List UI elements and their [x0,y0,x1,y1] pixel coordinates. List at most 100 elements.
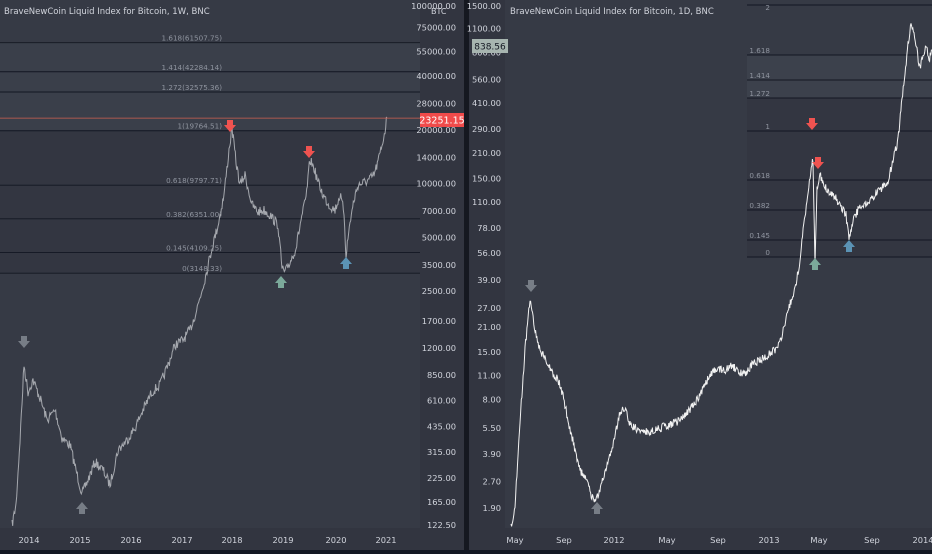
left-x-tick-label: 2020 [325,535,346,545]
right-chart-title: BraveNewCoin Liquid Index for Bitcoin, 1… [510,7,714,17]
right-y-tick-label: 21.00 [477,322,501,332]
left-y-tick-label: 850.00 [427,370,456,380]
left-x-tick-label: 2018 [221,535,242,545]
left-x-tick-label: 2015 [69,535,90,545]
right-fib-level-label: 1.272 [749,89,770,98]
left-y-tick-label: 610.00 [427,395,456,405]
left-fib-level-label: 0.145(4109.25) [166,244,222,253]
right-price-series [510,23,932,527]
right-y-tick-label: 410.00 [472,98,501,108]
left-x-tick-label: 2021 [375,535,396,545]
right-y-tick-label: 210.00 [472,148,501,158]
right-x-tick-label: May [810,535,827,545]
left-y-tick-label: 315.00 [427,447,456,457]
right-price-tag [472,39,508,53]
right-x-tick-label: 2013 [758,535,779,545]
right-y-tick-label: 8.00 [483,395,501,405]
right-y-tick-label: 560.00 [472,74,501,84]
arrow-down-icon [812,157,824,169]
left-currency-label: BTC [431,7,447,16]
left-y-ticks: 100000.00 75000.00 55000.00 40000.00 28000.0… [411,1,456,530]
right-fib-level-label: 2 [765,3,770,12]
left-y-tick-label: 75000.00 [416,22,456,32]
left-y-tick-label: 20000.00 [416,125,456,135]
right-fib-retracement[interactable]: 2 1.618 1.414 1.272 1 0.618 0.382 0.145 0 [747,3,932,258]
left-fib-level-label: 0(3148.33) [182,264,222,273]
right-fib-level-label: 0.145 [749,231,770,240]
left-y-tick-label: 5000.00 [422,232,456,242]
left-y-tick-label: 100000.00 [411,1,456,11]
arrow-up-icon [843,240,855,252]
left-fib-retracement[interactable]: 1.618(61507.75) 1.414(42284.14) 1.272(3257… [0,34,420,274]
right-y-tick-label: 290.00 [472,124,501,134]
left-x-tick-label: 2014 [18,535,39,545]
right-x-tick-label: 2012 [603,535,624,545]
right-y-tick-label: 11.00 [477,371,501,381]
left-y-tick-label: 14000.00 [416,152,456,162]
left-y-tick-label: 40000.00 [416,71,456,81]
left-fib-level-label: 0.618(9797.71) [166,176,222,185]
annotation-arrows [18,118,855,514]
left-y-tick-label: 10000.00 [416,179,456,189]
right-y-tick-label: 56.00 [477,248,501,258]
right-y-tick-label: 1.90 [483,503,501,513]
right-y-tick-label: 27.00 [477,303,501,313]
right-x-tick-label: May [506,535,523,545]
left-y-tick-label: 55000.00 [416,46,456,56]
right-fib-level-label: 0.382 [749,201,770,210]
right-y-tick-label: 15.00 [477,347,501,357]
right-y-tick-label: 3.90 [483,449,501,459]
arrow-down-icon [525,280,537,292]
right-y-tick-label: 1100.00 [467,23,501,33]
right-fib-band-lower [747,98,932,257]
left-x-tick-label: 2017 [171,535,192,545]
left-y-tick-label: 165.00 [427,497,456,507]
left-y-tick-label: 7000.00 [422,206,456,216]
left-x-tick-label: 2016 [120,535,141,545]
arrow-up-icon [591,502,603,514]
arrow-up-icon [275,276,287,288]
right-price-line [510,23,932,527]
right-x-ticks: May Sep 2012 May Sep 2013 May Sep 2014 [506,535,932,545]
left-fib-level-label: 1(19764.51) [178,122,223,131]
left-time-axis[interactable] [0,528,465,550]
left-y-tick-label: 3500.00 [422,260,456,270]
left-price-axis[interactable] [420,0,465,528]
right-x-tick-label: Sep [710,535,726,545]
right-y-tick-label: 5.50 [483,423,501,433]
arrow-up-icon [340,257,352,269]
left-price-tag [420,113,464,127]
right-y-tick-label: 150.00 [472,174,501,184]
arrow-down-icon [806,118,818,130]
right-x-tick-label: Sep [556,535,572,545]
right-fib-level-label: 1.618 [749,46,770,55]
left-y-tick-label: 122.50 [427,520,456,530]
left-y-tick-label: 1200.00 [422,343,456,353]
left-fib-level-label: 0.382(6351.00) [166,210,222,219]
arrow-down-icon [224,120,236,132]
left-x-ticks: 2014 2015 2016 2017 2018 2019 2020 2021 [18,535,396,545]
left-chart-title: BraveNewCoin Liquid Index for Bitcoin, 1… [4,7,210,17]
left-price-tag-text: 23251.15 [419,116,464,127]
right-x-tick-label: 2014 [912,535,932,545]
right-time-axis[interactable] [469,528,932,550]
right-x-tick-label: May [658,535,675,545]
left-y-tick-label: 2500.00 [422,286,456,296]
left-y-tick-label: 435.00 [427,422,456,432]
left-y-tick-label: 28000.00 [416,99,456,109]
left-fib-level-label: 1.618(61507.75) [162,34,223,43]
left-y-tick-label: 1700.00 [422,316,456,326]
right-price-tag-text: 838.56 [474,43,506,53]
right-fib-level-label: 1 [765,122,770,131]
right-fib-level-label: 0.618 [749,171,770,180]
right-y-tick-label: 39.00 [477,275,501,285]
arrow-down-icon [303,146,315,158]
right-fib-level-label: 1.414 [749,71,770,80]
arrow-up-icon [76,502,88,514]
right-price-axis[interactable] [469,0,505,528]
arrow-up-icon [809,258,821,270]
right-y-ticks: 1500.001100.00800.00560.00410.00290.0021… [467,1,501,513]
right-fib-level-label: 0 [765,248,770,257]
pane-divider[interactable] [464,0,469,550]
